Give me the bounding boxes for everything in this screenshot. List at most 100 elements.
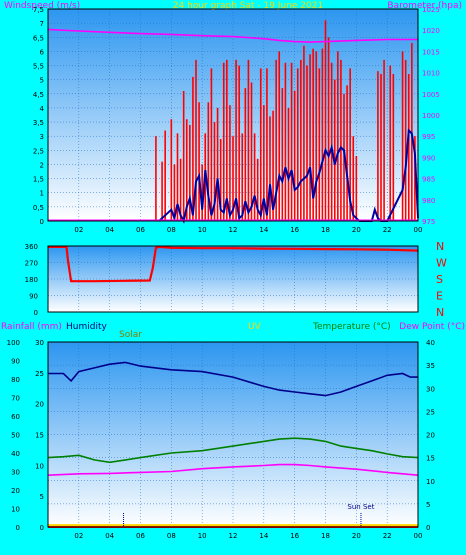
direction-tick-label: 180 <box>25 276 38 284</box>
rainfall-tick-label: 60 <box>11 413 20 421</box>
compass-label: E <box>436 290 443 303</box>
wind-x-tick-label: 04 <box>105 226 114 234</box>
rainfall-tick-label: 50 <box>11 432 20 440</box>
wind-x-tick-label: 06 <box>136 226 145 234</box>
windspeed-tick-label: 3 <box>40 133 44 141</box>
barometer-tick-label: 1005 <box>422 91 440 99</box>
climate-frame <box>47 341 419 528</box>
temperature-tick-label: 40 <box>426 339 435 347</box>
windspeed-tick-label: 3,5 <box>33 119 44 127</box>
dew-point-line <box>47 463 419 476</box>
compass-label: N <box>436 240 444 253</box>
rainfall-tick-label: 70 <box>11 395 20 403</box>
windspeed-tick-label: 2,5 <box>33 147 44 155</box>
climate-x-tick-label: 10 <box>198 532 207 540</box>
windspeed-axis-label: Windspeed (m/s) <box>4 1 80 11</box>
temperature-tick-label: 30 <box>426 385 435 393</box>
temperature-tick-label: 5 <box>426 501 430 509</box>
wind-x-tick-label: 20 <box>352 226 361 234</box>
climate-x-tick-label: 16 <box>290 532 299 540</box>
windspeed-tick-label: 4,5 <box>33 91 44 99</box>
barometer-tick-label: 975 <box>422 218 435 226</box>
compass-label: S <box>436 273 443 286</box>
barometer-tick-label: 1010 <box>422 70 440 78</box>
wind-x-tick-label: 08 <box>167 226 176 234</box>
barometer-tick-label: 1025 <box>422 6 440 14</box>
wind-frame <box>47 8 419 222</box>
direction-tick-label: 270 <box>25 260 38 268</box>
humidity-scale-tick-label: 0 <box>40 524 44 532</box>
humidity-line <box>48 361 418 397</box>
climate-x-tick-label: 04 <box>105 532 114 540</box>
windspeed-tick-label: 7 <box>40 20 44 28</box>
humidity-scale-tick-label: 5 <box>40 493 44 501</box>
humidity-scale-tick-label: 25 <box>35 370 44 378</box>
wind-speed-line <box>158 128 419 224</box>
windspeed-tick-label: 1 <box>40 190 44 198</box>
chart-title: 24 hour graph Sat - 19 June 2021 <box>173 1 323 11</box>
barometer-axis-label: Barometer (hpa) <box>387 1 462 11</box>
barometer-tick-label: 1020 <box>422 27 440 35</box>
wind-x-tick-label: 10 <box>198 226 207 234</box>
wind-direction-line <box>48 245 419 283</box>
windspeed-tick-label: 6,5 <box>33 34 44 42</box>
temperature-axis-label: Temperature (°C) <box>312 322 391 332</box>
windspeed-tick-label: 4 <box>40 105 45 113</box>
rainfall-tick-label: 0 <box>16 524 20 532</box>
windspeed-tick-label: 5 <box>40 77 44 85</box>
compass-label: W <box>436 257 447 270</box>
rainfall-axis-label: Rainfall (mm) <box>1 322 62 332</box>
climate-x-tick-label: 02 <box>74 532 83 540</box>
windspeed-tick-label: 0,5 <box>33 204 44 212</box>
climate-x-tick-label: 12 <box>229 532 238 540</box>
climate-x-tick-label: 06 <box>136 532 145 540</box>
rainfall-tick-label: 30 <box>11 469 20 477</box>
direction-tick-label: 360 <box>25 243 38 251</box>
windspeed-tick-label: 0 <box>40 218 44 226</box>
wind-x-tick-label: 12 <box>229 226 238 234</box>
climate-x-tick-label: 18 <box>321 532 330 540</box>
wind-x-tick-label: 02 <box>74 226 83 234</box>
temperature-line <box>47 437 419 464</box>
uv-axis-label: UV <box>248 322 262 332</box>
barometer-tick-label: 995 <box>422 133 435 141</box>
barometer-tick-label: 990 <box>422 154 435 162</box>
temperature-tick-label: 10 <box>426 478 435 486</box>
climate-x-tick-label: 14 <box>259 532 268 540</box>
humidity-scale-tick-label: 10 <box>35 462 44 470</box>
climate-x-tick-label: 08 <box>167 532 176 540</box>
humidity-axis-label: Humidity <box>66 322 107 332</box>
rainfall-tick-label: 10 <box>11 506 20 514</box>
wind-x-tick-label: 18 <box>321 226 330 234</box>
barometer-tick-label: 985 <box>422 176 435 184</box>
sunset-label: Sun Set <box>347 503 374 511</box>
windspeed-tick-label: 1,5 <box>33 176 44 184</box>
wind-x-tick-label: 14 <box>259 226 268 234</box>
wind-x-tick-label: 22 <box>383 226 392 234</box>
climate-x-tick-label: 20 <box>352 532 361 540</box>
temperature-tick-label: 20 <box>426 432 435 440</box>
humidity-scale-tick-label: 20 <box>35 401 44 409</box>
barometer-tick-label: 980 <box>422 197 435 205</box>
temperature-tick-label: 0 <box>426 524 430 532</box>
barometer-line <box>47 28 418 43</box>
direction-frame <box>47 245 419 313</box>
climate-x-tick-label: 22 <box>383 532 392 540</box>
windspeed-tick-label: 5,5 <box>33 63 44 71</box>
compass-label: N <box>436 306 444 319</box>
climate-x-tick-label: 00 <box>414 532 423 540</box>
barometer-tick-label: 1015 <box>422 48 440 56</box>
windspeed-tick-label: 7,5 <box>33 6 44 14</box>
wind-x-tick-label: 00 <box>414 226 423 234</box>
windspeed-tick-label: 2 <box>40 161 44 169</box>
wind-x-tick-label: 16 <box>290 226 299 234</box>
humidity-scale-tick-label: 15 <box>35 432 44 440</box>
dew-point-axis-label: Dew Point (°C) <box>399 322 465 332</box>
barometer-tick-label: 1000 <box>422 112 440 120</box>
rainfall-tick-label: 100 <box>7 339 20 347</box>
temperature-tick-label: 15 <box>426 455 435 463</box>
solar-axis-label: Solar <box>119 330 142 340</box>
rainfall-tick-label: 20 <box>11 487 20 495</box>
rainfall-tick-label: 80 <box>11 376 20 384</box>
